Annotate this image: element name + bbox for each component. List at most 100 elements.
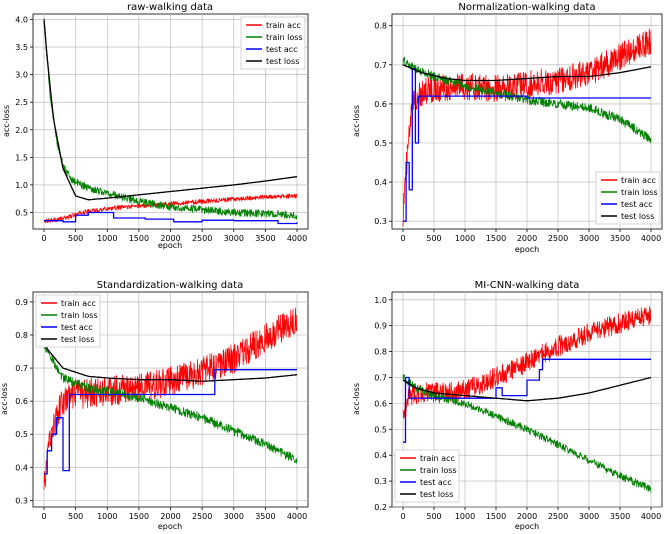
panel-raw-y-ticks: 0.5 1.0 1.5 2.0 2.5 3.0 3.5 4.0	[15, 16, 33, 217]
legend-train-acc: train acc	[61, 299, 96, 308]
panel-mi-cnn-x-ticks: 0 500 1000 1500 2000 2500 3000 3500 4000	[400, 507, 661, 521]
series-line-test-loss	[402, 64, 652, 82]
x-tick-label: 2000	[160, 234, 180, 243]
y-tick-label: 4.0	[15, 16, 28, 25]
legend-train-loss: train loss	[420, 466, 457, 475]
series-line-test-acc	[44, 211, 298, 225]
legend-train-acc: train acc	[420, 454, 455, 463]
panel-raw: raw-walking data 0 500 1000 1500 2000 2500 300…	[2, 2, 309, 250]
panel-standardization-title: Standardization-walking data	[97, 280, 243, 291]
x-tick-label: 2500	[192, 512, 212, 521]
legend-train-loss: train loss	[266, 33, 303, 42]
legend-test-acc: test acc	[61, 323, 93, 332]
y-tick-label: 0.3	[15, 496, 28, 505]
x-tick-label: 0	[400, 512, 405, 521]
series-line-test-loss	[402, 376, 652, 402]
y-tick-label: 0.8	[374, 348, 387, 357]
y-tick-label: 0.8	[15, 331, 28, 340]
y-tick-label: 0.9	[374, 322, 387, 331]
panel-raw-legend: train acc train loss test acc test loss	[240, 16, 306, 70]
x-tick-label: 1000	[455, 234, 475, 243]
legend-test-loss: test loss	[266, 57, 299, 66]
y-tick-label: 0.6	[15, 397, 28, 406]
panel-standardization-xlabel: epoch	[158, 522, 182, 531]
y-tick-label: 1.5	[15, 153, 28, 162]
x-tick-label: 4000	[641, 512, 661, 521]
x-tick-label: 2000	[517, 234, 537, 243]
x-tick-label: 1000	[97, 512, 117, 521]
y-tick-label: 2.0	[15, 126, 28, 135]
x-tick-label: 3500	[255, 512, 275, 521]
x-tick-label: 1500	[486, 234, 506, 243]
y-tick-label: 3.5	[15, 43, 28, 52]
panel-standardization-y-ticks: 0.3 0.4 0.5 0.6 0.7 0.8 0.9	[15, 298, 33, 505]
legend-test-acc: test acc	[621, 200, 653, 209]
y-tick-label: 0.6	[374, 399, 387, 408]
panel-normalization-title: Normalization-walking data	[458, 2, 595, 13]
series-line-test-acc	[403, 358, 651, 443]
panel-normalization-ylabel: acc-loss	[352, 105, 361, 137]
panel-normalization-xlabel: epoch	[515, 245, 539, 254]
x-tick-label: 2500	[192, 234, 212, 243]
y-tick-label: 1.0	[15, 181, 28, 190]
series-line-test-loss	[43, 344, 298, 382]
legend-test-loss: test loss	[420, 490, 453, 499]
x-tick-label: 3500	[610, 512, 630, 521]
x-tick-label: 2500	[548, 234, 568, 243]
x-tick-label: 3500	[610, 234, 630, 243]
legend-test-loss: test loss	[621, 212, 654, 221]
x-tick-label: 3000	[579, 512, 599, 521]
legend-train-acc: train acc	[621, 176, 656, 185]
x-tick-label: 1500	[129, 512, 149, 521]
x-tick-label: 4000	[287, 234, 307, 243]
panel-mi-cnn-y-ticks: 0.2 0.3 0.4 0.5 0.6 0.7 0.8 0.9 1.0	[374, 296, 392, 512]
x-tick-label: 4000	[287, 512, 307, 521]
panel-mi-cnn-ylabel: acc-loss	[352, 383, 361, 415]
x-tick-label: 2000	[160, 512, 180, 521]
panel-mi-cnn: MI-CNN-walking data 0 500 1000 1500 2000 2500…	[352, 280, 663, 531]
x-tick-label: 3000	[224, 234, 244, 243]
x-tick-label: 3500	[255, 234, 275, 243]
panel-normalization-x-ticks: 0 500 1000 1500 2000 2500 3000 3500 4000	[400, 229, 661, 243]
y-tick-label: 0.7	[15, 364, 28, 373]
y-tick-label: 3.0	[15, 71, 28, 80]
series-line-train-acc	[43, 307, 298, 491]
x-tick-label: 3000	[579, 234, 599, 243]
y-tick-label: 0.4	[374, 451, 387, 460]
panel-standardization-ylabel: acc-loss	[0, 383, 9, 415]
panel-mi-cnn-legend: train acc train loss test acc test loss	[394, 449, 460, 503]
series-line-train-loss	[43, 342, 298, 464]
x-tick-label: 1000	[97, 234, 117, 243]
x-tick-label: 2000	[517, 512, 537, 521]
legend-train-loss: train loss	[621, 188, 658, 197]
legend-test-loss: test loss	[61, 335, 94, 344]
panel-raw-series	[43, 18, 298, 225]
legend-test-acc: test acc	[266, 45, 298, 54]
x-tick-label: 500	[68, 512, 83, 521]
y-tick-label: 1.0	[374, 296, 387, 305]
x-tick-label: 3000	[224, 512, 244, 521]
x-tick-label: 500	[68, 234, 83, 243]
legend-train-loss: train loss	[61, 311, 98, 320]
panel-raw-xlabel: epoch	[158, 241, 182, 250]
panel-raw-x-ticks: 0 500 1000 1500 2000 2500 3000 3500 4000	[41, 229, 307, 243]
legend-train-acc: train acc	[266, 21, 301, 30]
panel-standardization-legend: train acc train loss test acc test loss	[35, 294, 101, 348]
y-tick-label: 0.7	[374, 61, 387, 70]
series-line-test-acc	[44, 369, 297, 475]
panel-normalization-y-ticks: 0.3 0.4 0.5 0.6 0.7 0.8	[374, 22, 392, 226]
y-tick-label: 0.2	[374, 503, 387, 512]
x-tick-label: 1000	[455, 512, 475, 521]
panel-raw-ylabel: acc-loss	[2, 105, 11, 137]
x-tick-label: 1500	[129, 234, 149, 243]
y-tick-label: 0.7	[374, 373, 387, 382]
x-tick-label: 1500	[486, 512, 506, 521]
panel-normalization: Normalization-walking data 0 500 1000 1500 2…	[352, 2, 663, 254]
panel-raw-title: raw-walking data	[127, 2, 213, 13]
y-tick-label: 0.5	[374, 425, 387, 434]
y-tick-label: 0.4	[374, 178, 387, 187]
series-line-train-loss	[402, 374, 652, 493]
x-tick-label: 0	[41, 234, 46, 243]
series-line-train-loss	[43, 18, 298, 220]
